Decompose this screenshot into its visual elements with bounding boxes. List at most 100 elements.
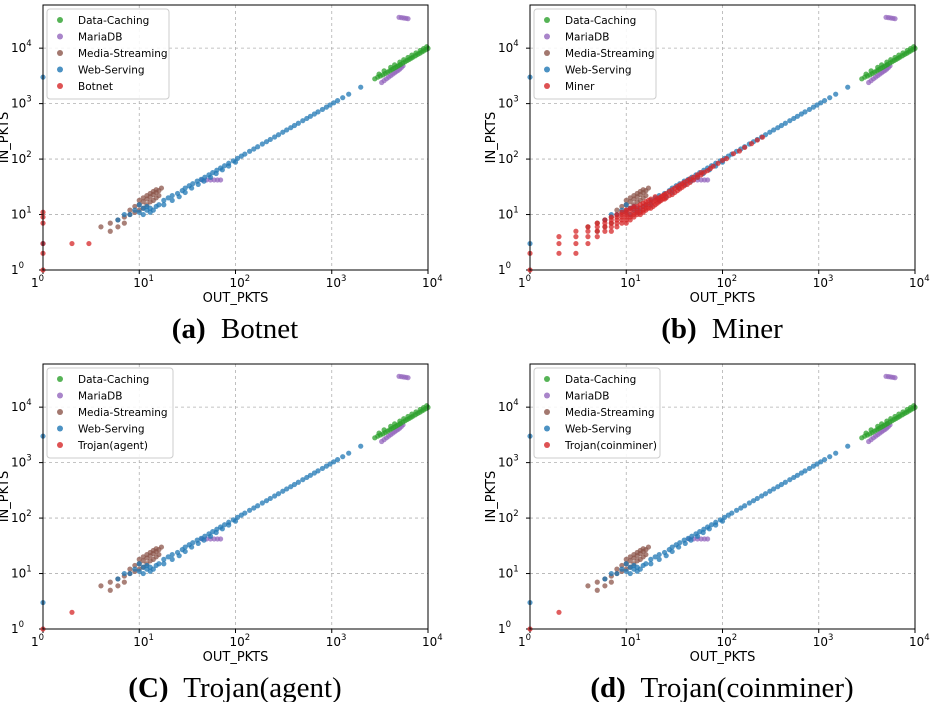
panel-c-point-web-serving (246, 507, 253, 513)
panel-b-point-miner (715, 160, 721, 166)
panel-a-point-web-serving (169, 192, 175, 199)
panel-b-legend-marker-1 (544, 33, 550, 40)
panel-d-ytick-label: 102 (498, 509, 519, 525)
panel-b-ytick-label: 102 (498, 150, 519, 166)
panel-a-point-web-serving (150, 207, 156, 213)
panel-c-point-web-serving (263, 498, 270, 504)
panel-a-point-web-serving (189, 185, 195, 191)
panel-d-point-web-serving (663, 553, 669, 559)
panel-d-xtick-label: 102 (717, 633, 738, 649)
panel-c-point-web-serving (190, 540, 196, 546)
panel-d-point-media-streaming (627, 558, 633, 564)
panel-c-ytick-label: 10 (11, 620, 24, 636)
panel-d-point-web-serving (719, 518, 726, 524)
panel-a-point-web-serving (115, 217, 121, 223)
panel-a-point-media-streaming (132, 203, 138, 210)
panel-a-legend: Data-Caching MariaDB Media-Streaming Web-Se… (46, 8, 170, 100)
panel-c: 10 10 101 101 102 102 103 103 104 104 OUT_PKTS IN… (0, 363, 443, 702)
panel-d-point-web-serving (814, 461, 820, 467)
panel-c-xtick-label: 103 (326, 633, 347, 649)
panel-b-ytick-label: 104 (498, 39, 519, 55)
panel-b-point-media-streaming (645, 185, 652, 191)
panel-a-point-web-serving (165, 195, 171, 201)
panel-c-point-web-serving (242, 510, 248, 516)
panel-b-point-miner (623, 207, 629, 213)
panel-c-point-data-caching (392, 421, 398, 427)
panel-a-point-data-caching (392, 62, 398, 68)
panel-a-point-web-serving (136, 209, 142, 215)
panel-c-ytick-label: 104 (11, 398, 32, 414)
panel-b-point-miner (585, 224, 591, 230)
panel-d-point-web-serving (627, 570, 633, 577)
panel-a-point-data-caching (381, 68, 387, 74)
panel-a-point-web-serving (195, 181, 201, 187)
panel-b-point-mariadb (704, 177, 711, 183)
panel-d-point-media-streaming (619, 562, 625, 569)
panel-c-point-web-serving (319, 465, 326, 472)
panel-b-point-miner (594, 228, 600, 234)
panel-c-point-web-serving (136, 568, 142, 574)
panel-c-point-data-caching (424, 403, 430, 409)
panel-c-point-media-streaming (158, 544, 165, 550)
panel-c-point-web-serving (150, 566, 156, 572)
panel-a-point-data-caching (409, 52, 415, 58)
panel-d-point-web-serving (669, 548, 675, 555)
panel-d-point-mariadb (704, 536, 711, 542)
panel-a-point-web-serving (232, 159, 239, 165)
panel-b-point-web-serving (833, 91, 839, 97)
panel-a-point-media-streaming (127, 207, 133, 213)
panel-d-point-web-serving (787, 477, 793, 483)
panel-c-point-media-streaming (140, 558, 146, 564)
panel-a-point-web-serving (127, 211, 133, 218)
panel-a-point-botnet (86, 240, 92, 247)
panel-d-point-media-streaming (585, 583, 591, 589)
panel-c-point-data-caching (401, 416, 407, 422)
panel-d-point-web-serving (614, 570, 620, 577)
panel-b-point-miner (556, 234, 562, 240)
panel-d-ytick-label: 104 (498, 398, 519, 414)
panel-b-point-miner (602, 224, 608, 230)
panel-b-point-miner (619, 209, 625, 215)
panel-b-legend-label-4: Miner (565, 81, 595, 93)
panel-c-legend-marker-4 (57, 442, 63, 448)
panel-d-point-web-serving (656, 556, 662, 562)
panel-a-legend-marker-1 (57, 33, 63, 40)
panel-d-point-web-serving (845, 443, 851, 449)
panel-a-caption-letter: (a) (172, 313, 206, 345)
panel-b-frame (529, 4, 916, 271)
panel-c-point-web-serving (202, 533, 208, 539)
panel-c-legend-label-1: MariaDB (78, 391, 122, 403)
panel-a-xlabel: OUT_PKTS (203, 291, 269, 306)
panel-d-legend-label-2: Media-Streaming (565, 407, 655, 419)
panel-c-point-web-serving (295, 479, 301, 485)
panel-b-legend-box (533, 8, 657, 100)
panel-b-caption-letter: (b) (661, 313, 696, 345)
panel-a-legend-label-4: Botnet (78, 81, 113, 93)
panel-a-legend-marker-3 (57, 66, 63, 73)
panel-a-point-web-serving (327, 102, 333, 108)
panel-b-point-miner (748, 141, 755, 147)
panel-b-legend-label-0: Data-Caching (565, 15, 636, 27)
panel-c-point-data-caching (409, 411, 415, 417)
panel-a-point-web-serving (263, 139, 270, 145)
panel-d-point-web-serving (689, 533, 695, 539)
panel-d-point-web-serving (694, 533, 701, 539)
panel-d-point-web-serving (682, 540, 688, 546)
panel-d-legend-box (533, 367, 661, 459)
panel-b-point-web-serving (818, 100, 824, 106)
panel-d-ytick-label: 10 (498, 620, 511, 636)
panel-a-point-web-serving (219, 167, 225, 173)
panel-d-point-web-serving (729, 510, 735, 516)
panel-a-point-web-serving (182, 189, 188, 196)
panel-c-legend-marker-0 (57, 376, 63, 382)
panel-a-point-web-serving (272, 134, 278, 140)
panel-c-point-media-streaming (98, 583, 104, 589)
panel-c-legend-label-0: Data-Caching (78, 374, 149, 386)
panel-b-point-web-serving (814, 102, 820, 108)
panel-b-point-web-serving (845, 84, 851, 90)
panel-b-point-miner (608, 214, 614, 220)
panel-c-ylabel: IN_PKTS (0, 471, 12, 523)
panel-a-point-web-serving (132, 207, 138, 213)
panel-c-point-web-serving (169, 551, 175, 558)
panel-c-point-web-serving (182, 548, 188, 555)
